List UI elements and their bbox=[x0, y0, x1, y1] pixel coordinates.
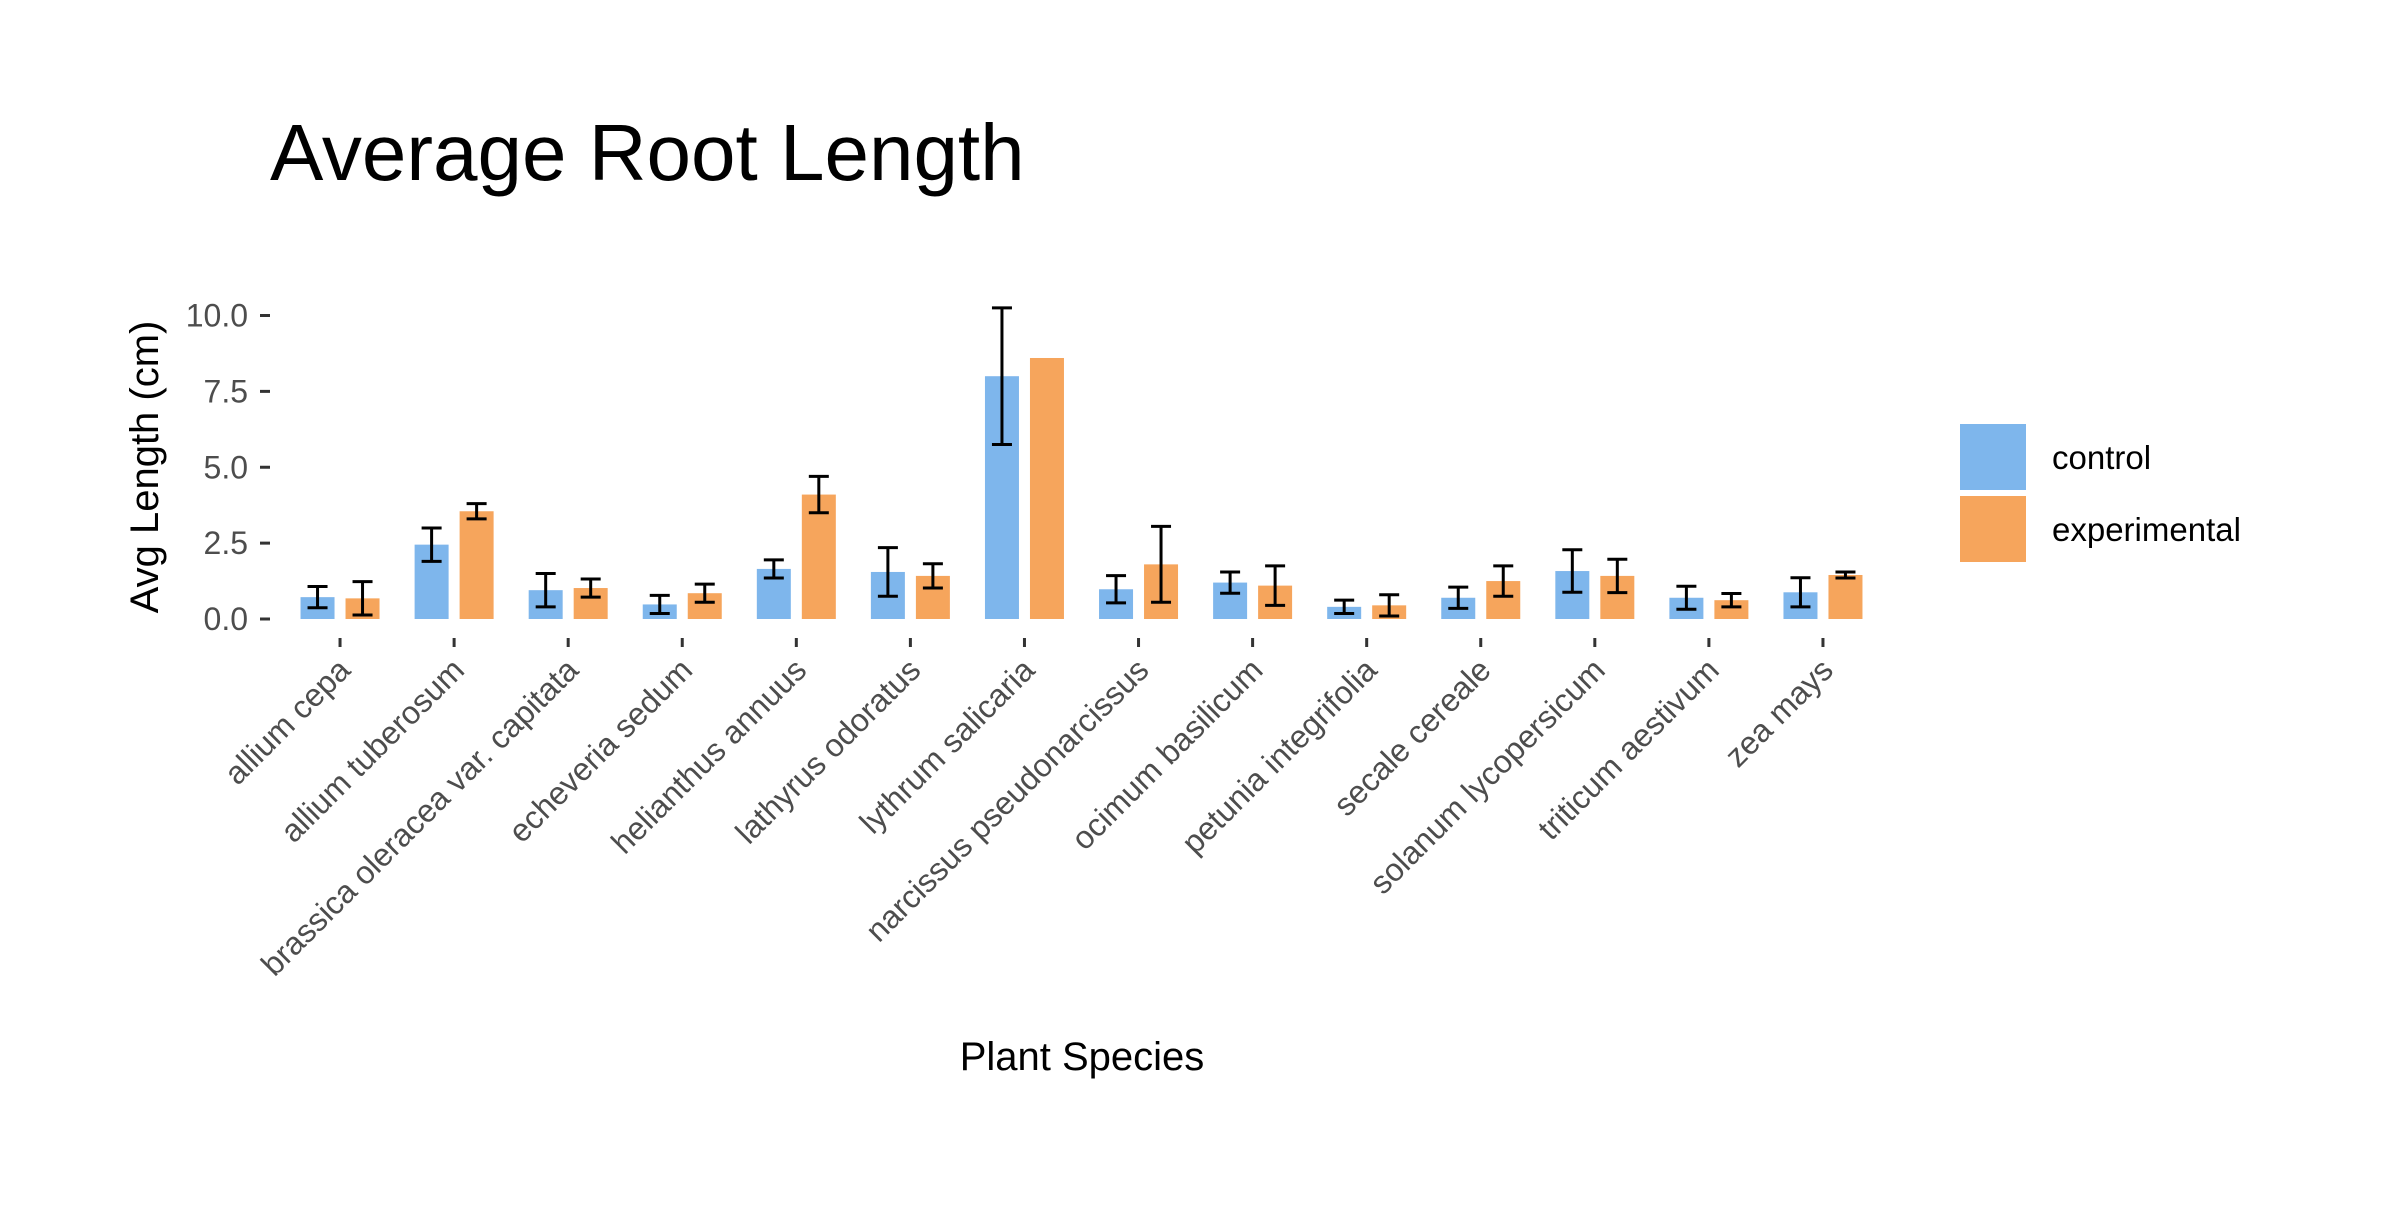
legend-swatch-control bbox=[1960, 424, 2026, 490]
x-axis-label: Plant Species bbox=[960, 1035, 1205, 1079]
error-bars-layer bbox=[307, 306, 1856, 618]
legend-label-experimental: experimental bbox=[2052, 511, 2241, 548]
y-tick-label: 10.0 bbox=[186, 298, 248, 334]
chart-title: Average Root Length bbox=[270, 108, 1025, 197]
bar-experimental bbox=[459, 511, 494, 619]
bar-experimental bbox=[1029, 357, 1064, 619]
y-axis-label: Avg Length (cm) bbox=[123, 321, 167, 614]
legend: control experimental bbox=[1960, 424, 2241, 562]
y-tick-label: 2.5 bbox=[204, 525, 248, 561]
x-tick-label: helianthus annuus bbox=[604, 651, 813, 860]
y-tick-label: 0.0 bbox=[204, 601, 248, 637]
legend-swatch-experimental bbox=[1960, 496, 2026, 562]
x-tick-label: petunia integrifolia bbox=[1175, 651, 1384, 860]
bars-layer bbox=[300, 357, 1863, 619]
bar-experimental bbox=[1828, 574, 1863, 619]
bar-experimental bbox=[801, 494, 836, 619]
legend-label-control: control bbox=[2052, 439, 2151, 476]
y-axis: 0.0 2.5 5.0 7.5 10.0 bbox=[186, 298, 270, 637]
y-tick-label: 7.5 bbox=[204, 373, 248, 409]
x-tick-label: ocimum basilicum bbox=[1064, 651, 1269, 856]
x-tick-label: zea mays bbox=[1718, 651, 1840, 773]
y-tick-label: 5.0 bbox=[204, 449, 248, 485]
bar-experimental bbox=[1714, 600, 1749, 619]
